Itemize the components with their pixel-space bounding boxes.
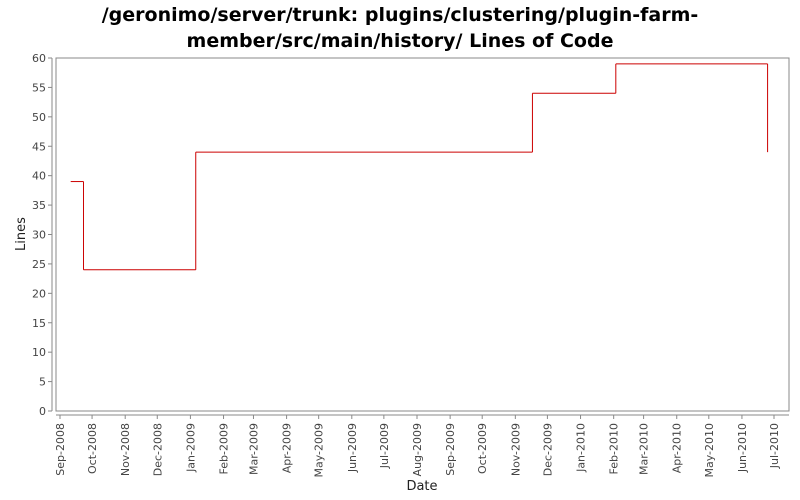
x-tick-label: Jan-2010: [575, 423, 588, 473]
chart-title: /geronimo/server/trunk: plugins/clusteri…: [0, 2, 800, 54]
x-tick-label: Oct-2008: [86, 423, 99, 474]
series-layer: [70, 63, 769, 271]
x-tick-label: May-2009: [313, 423, 326, 478]
y-tick-label: 35: [32, 199, 46, 212]
x-tick-label: Sep-2009: [444, 423, 457, 476]
plot-area: [55, 57, 790, 412]
chart-title-line-2: member/src/main/history/ Lines of Code: [186, 30, 614, 52]
x-tick-label: Aug-2009: [411, 423, 424, 476]
y-tick-label: 45: [32, 140, 46, 153]
x-tick-label: Apr-2009: [281, 423, 294, 473]
y-tick-label: 5: [39, 376, 46, 389]
x-axis-label: Date: [406, 479, 437, 494]
x-tick-label: Oct-2009: [476, 423, 489, 474]
x-axis: Sep-2008 Oct-2008 Nov-2008 Dec-2008 Jan-2009…: [54, 414, 789, 478]
x-tick-label: Nov-2009: [509, 423, 522, 476]
x-tick-label: Jul-2010: [768, 423, 781, 469]
y-tick-label: 55: [32, 81, 46, 94]
x-tick-label: Apr-2010: [671, 423, 684, 473]
x-tick-label: Nov-2008: [119, 423, 132, 476]
x-tick-label: Feb-2010: [608, 423, 621, 474]
y-axis-label: Lines: [14, 217, 29, 251]
chart-title-line-1: /geronimo/server/trunk: plugins/clusteri…: [101, 4, 699, 26]
x-tick-label: Jul-2009: [378, 423, 391, 469]
x-tick-label: May-2010: [703, 423, 716, 478]
x-tick-label: Mar-2010: [638, 423, 651, 475]
x-tick-label: Dec-2008: [151, 423, 164, 476]
y-tick-label: 10: [32, 346, 46, 359]
y-tick-label: 0: [39, 405, 46, 418]
y-tick-label: 40: [32, 170, 46, 183]
x-tick-label: Dec-2009: [541, 423, 554, 476]
x-tick-label: Jun-2010: [736, 423, 749, 473]
y-tick-label: 15: [32, 317, 46, 330]
y-tick-label: 50: [32, 111, 46, 124]
x-tick-label: Jan-2009: [184, 423, 197, 473]
x-tick-label: Sep-2008: [54, 423, 67, 476]
y-tick-label: 20: [32, 287, 46, 300]
x-tick-label: Jun-2009: [346, 423, 359, 473]
y-tick-label: 30: [32, 229, 46, 242]
x-tick-label: Feb-2009: [218, 423, 231, 474]
x-tick-label: Mar-2009: [247, 423, 260, 475]
y-tick-label: 25: [32, 258, 46, 271]
y-tick-label: 60: [32, 52, 46, 65]
y-axis: 0 5 10 15 20 25 30 35 40 45 50 55 60: [32, 52, 53, 418]
